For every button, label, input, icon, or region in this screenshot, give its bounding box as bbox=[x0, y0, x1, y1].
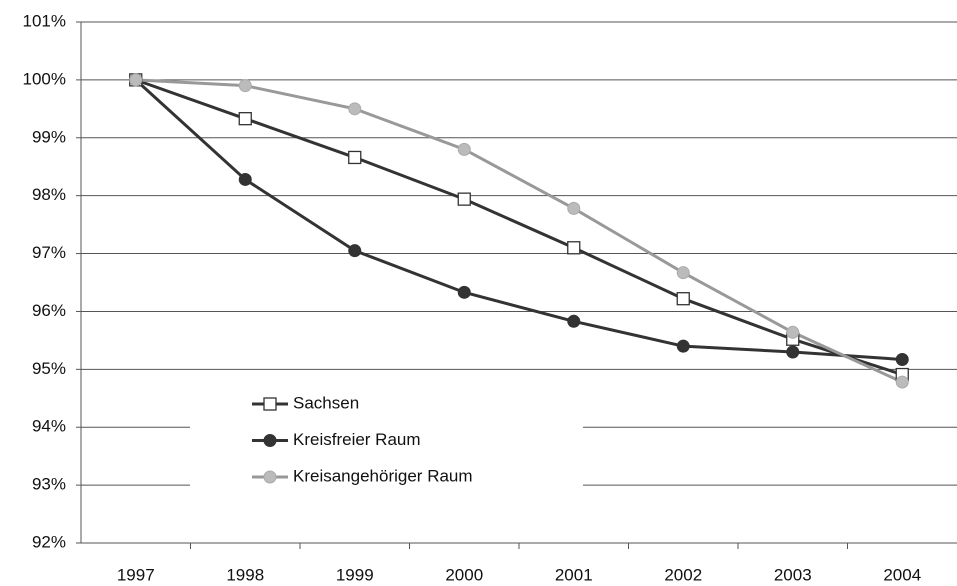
y-tick-label: 95% bbox=[32, 359, 66, 378]
y-tick-label: 94% bbox=[32, 417, 66, 436]
data-point bbox=[457, 142, 471, 156]
data-point bbox=[348, 102, 362, 116]
legend-marker bbox=[263, 397, 277, 411]
x-tick-label: 1999 bbox=[336, 565, 374, 584]
x-tick-label: 1997 bbox=[117, 565, 155, 584]
x-tick-label: 2001 bbox=[555, 565, 593, 584]
x-tick-label: 2003 bbox=[774, 565, 812, 584]
legend-marker bbox=[263, 470, 277, 484]
y-tick-label: 98% bbox=[32, 185, 66, 204]
data-point bbox=[129, 73, 143, 87]
data-point bbox=[895, 375, 909, 389]
data-point bbox=[895, 352, 909, 366]
series-line bbox=[135, 78, 903, 376]
x-tick-label: 2004 bbox=[883, 565, 921, 584]
data-point bbox=[348, 244, 362, 258]
data-point bbox=[676, 339, 690, 353]
data-point bbox=[676, 266, 690, 280]
legend-label: Sachsen bbox=[293, 393, 359, 412]
x-tick-label: 2002 bbox=[664, 565, 702, 584]
data-point bbox=[457, 285, 471, 299]
y-tick-label: 99% bbox=[32, 127, 66, 146]
data-point bbox=[348, 150, 362, 165]
data-point bbox=[457, 192, 471, 206]
data-point bbox=[567, 314, 581, 328]
legend-label: Kreisfreier Raum bbox=[293, 430, 421, 449]
y-tick-label: 93% bbox=[32, 475, 66, 494]
legend-label: Kreisangehöriger Raum bbox=[293, 466, 473, 485]
data-point bbox=[238, 172, 252, 186]
y-tick-label: 96% bbox=[32, 301, 66, 320]
y-tick-label: 92% bbox=[32, 532, 66, 551]
series-line bbox=[135, 78, 903, 384]
y-tick-label: 97% bbox=[32, 243, 66, 262]
data-point bbox=[567, 241, 581, 255]
y-tick-label: 101% bbox=[23, 11, 66, 30]
data-point bbox=[238, 79, 252, 93]
series-line bbox=[134, 78, 903, 361]
x-tick-label: 1998 bbox=[226, 565, 264, 584]
data-point bbox=[786, 345, 800, 359]
data-point bbox=[786, 325, 800, 339]
data-point bbox=[238, 112, 252, 126]
data-point bbox=[567, 201, 581, 215]
data-point bbox=[676, 292, 690, 306]
x-tick-label: 2000 bbox=[445, 565, 483, 584]
y-tick-label: 100% bbox=[23, 69, 66, 88]
legend-marker bbox=[263, 434, 277, 447]
